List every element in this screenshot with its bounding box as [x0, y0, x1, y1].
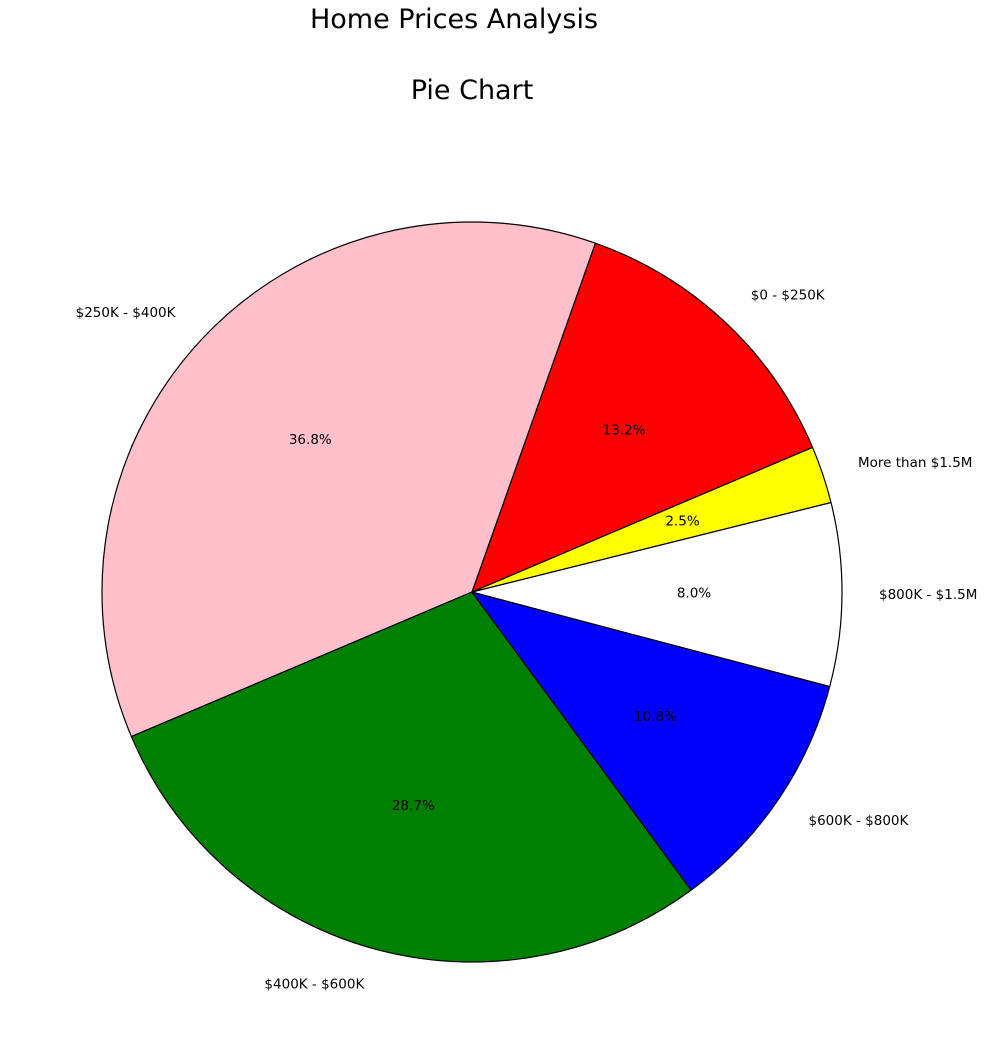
pie-slice-3 [471, 591, 831, 891]
pie-percent-label-5: 2.5% [665, 514, 699, 530]
pie-slice-2 [130, 591, 692, 963]
pie-category-label-0: $0 - $250K [751, 288, 826, 304]
pie-slice-0 [471, 242, 814, 593]
pie-category-label-1: $250K - $400K [76, 305, 177, 321]
pie-percent-label-3: 10.8% [634, 709, 677, 725]
chart-title: Pie Chart [410, 75, 534, 106]
figure-suptitle: Home Prices Analysis [309, 4, 599, 35]
pie-slice-4 [471, 501, 843, 688]
pie-category-label-3: $600K - $800K [809, 813, 910, 829]
pie-category-label-5: More than $1.5M [858, 455, 972, 471]
pie-labels: 13.2% $0 - $250K 36.8% $250K - $400K 28.7% $4… [76, 288, 978, 993]
pie-percent-label-4: 8.0% [677, 586, 711, 602]
pie-percent-label-2: 28.7% [392, 798, 435, 814]
pie-category-label-2: $400K - $600K [264, 977, 365, 993]
pie-percent-label-0: 13.2% [603, 422, 646, 438]
pie-slices [101, 221, 843, 963]
pie-category-label-4: $800K - $1.5M [879, 587, 977, 603]
pie-slice-5 [471, 446, 832, 593]
pie-percent-label-1: 36.8% [289, 432, 332, 448]
pie-slice-1 [101, 221, 596, 738]
